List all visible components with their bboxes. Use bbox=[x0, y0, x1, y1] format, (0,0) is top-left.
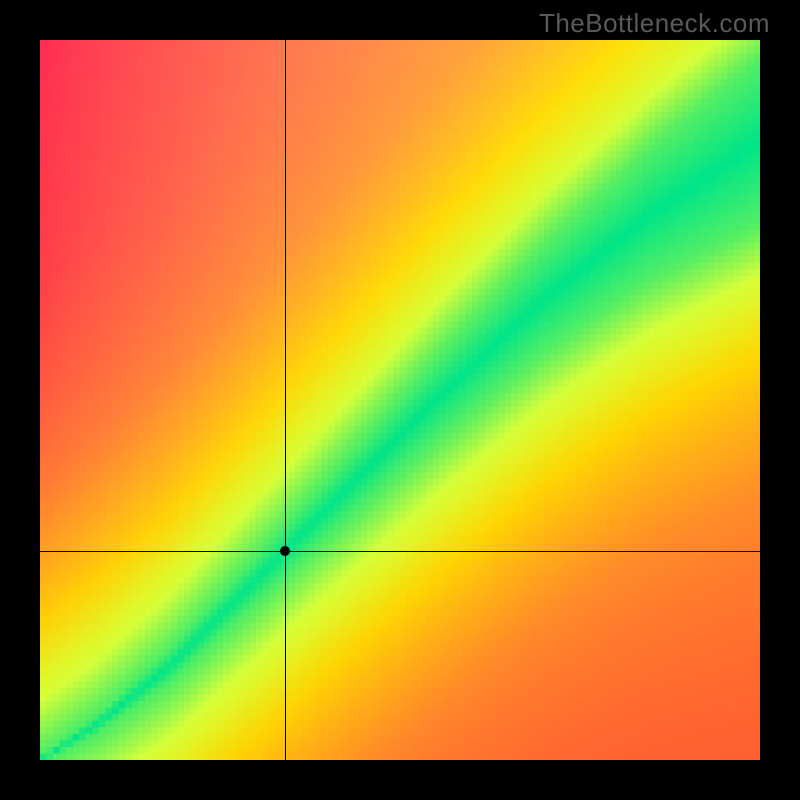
plot-area bbox=[40, 40, 760, 760]
crosshair-vertical bbox=[285, 40, 286, 760]
bottleneck-heatmap bbox=[40, 40, 760, 760]
selection-marker bbox=[280, 546, 290, 556]
watermark-text: TheBottleneck.com bbox=[539, 8, 770, 39]
crosshair-horizontal bbox=[40, 551, 760, 552]
